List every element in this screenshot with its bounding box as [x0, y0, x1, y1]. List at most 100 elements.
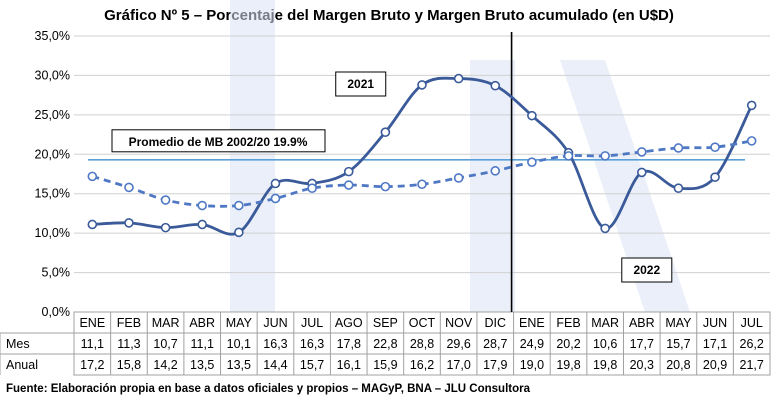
x-tick-label: SEP: [373, 316, 398, 330]
series-name-label: Anual: [6, 358, 38, 372]
data-point: [380, 181, 391, 192]
data-point: [453, 173, 464, 183]
x-tick-label: FEB: [556, 316, 580, 330]
data-point: [600, 151, 610, 161]
y-tick-label: 35,0%: [35, 29, 70, 43]
data-label: 10,7: [153, 337, 177, 351]
data-label: 19,8: [556, 358, 580, 372]
data-point: [453, 73, 464, 84]
y-tick-label: 30,0%: [35, 68, 70, 82]
data-label: 16,3: [263, 337, 287, 351]
data-label: 14,2: [153, 358, 177, 372]
y-tick-label: 0,0%: [42, 305, 71, 319]
data-point: [160, 195, 171, 205]
data-label: 15,7: [300, 358, 324, 372]
data-label: 20,8: [666, 358, 690, 372]
data-point: [636, 147, 647, 157]
source-note: Fuente: Elaboración propia en base a dat…: [6, 383, 531, 395]
data-label: 20,3: [630, 358, 654, 372]
x-tick-label: DIC: [484, 316, 506, 330]
data-label: 20,2: [556, 337, 580, 351]
x-tick-label: MAY: [665, 316, 692, 330]
x-tick-label: FEB: [117, 316, 141, 330]
data-point: [87, 171, 98, 182]
x-tick-label: ABR: [629, 316, 655, 330]
data-point: [160, 222, 171, 233]
x-tick-label: MAR: [591, 316, 619, 330]
data-label: 10,6: [593, 337, 617, 351]
data-point: [417, 179, 427, 190]
reference-label-box: [111, 129, 326, 153]
data-label: 14,4: [263, 358, 287, 372]
data-point: [343, 166, 354, 177]
x-tick-label: JUN: [703, 316, 727, 330]
x-tick-label: JUL: [301, 316, 323, 330]
data-label: 22,8: [373, 337, 397, 351]
data-point: [746, 100, 757, 111]
data-point: [490, 166, 501, 176]
watermark-shape: [560, 60, 690, 312]
year-annotation: 2022: [633, 263, 660, 277]
data-label: 17,0: [446, 358, 470, 372]
data-point: [600, 223, 610, 234]
data-point: [746, 136, 757, 146]
data-label: 16,3: [300, 337, 324, 351]
data-label: 26,2: [740, 337, 764, 351]
data-point: [270, 193, 281, 204]
x-tick-label: ENE: [519, 316, 545, 330]
data-point: [563, 151, 574, 161]
x-tick-label: AGO: [335, 316, 363, 330]
y-tick-label: 10,0%: [35, 226, 70, 240]
data-label: 11,3: [117, 337, 140, 351]
data-label: 11,1: [191, 337, 214, 351]
data-point: [197, 200, 208, 211]
data-point: [636, 167, 647, 178]
x-tick-label: NOV: [445, 316, 473, 330]
data-label: 13,5: [190, 358, 214, 372]
data-point: [710, 142, 720, 152]
data-point: [527, 110, 537, 121]
data-point: [490, 80, 501, 91]
data-point: [234, 227, 244, 238]
year-annotation-box: [335, 71, 387, 97]
x-tick-label: OCT: [409, 316, 436, 330]
data-label: 17,7: [630, 337, 654, 351]
data-label: 28,7: [483, 337, 507, 351]
data-point: [417, 80, 427, 90]
watermark-shape: [470, 60, 515, 312]
data-label: 15,8: [117, 358, 141, 372]
data-point: [343, 180, 354, 190]
data-point: [234, 200, 244, 211]
data-label: 13,5: [227, 358, 251, 372]
y-tick-label: 25,0%: [35, 108, 70, 122]
data-label: 16,1: [337, 358, 361, 372]
year-annotation-box: [621, 257, 673, 283]
x-tick-label: ABR: [189, 316, 215, 330]
data-label: 20,9: [703, 358, 727, 372]
reference-label: Promedio de MB 2002/20 19.9%: [129, 135, 308, 149]
data-label: 16,2: [410, 358, 434, 372]
x-tick-label: JUL: [741, 316, 763, 330]
data-label: 15,7: [666, 337, 690, 351]
y-tick-label: 15,0%: [35, 187, 70, 201]
data-label: 10,1: [227, 337, 251, 351]
data-label: 28,8: [410, 337, 434, 351]
data-point: [673, 143, 684, 153]
data-point: [527, 157, 537, 167]
y-tick-label: 5,0%: [42, 266, 71, 280]
data-point: [124, 218, 134, 228]
data-point: [673, 183, 684, 193]
data-label: 19,0: [520, 358, 544, 372]
data-label: 19,8: [593, 358, 617, 372]
data-point: [124, 182, 134, 193]
data-label: 24,9: [520, 337, 544, 351]
data-label: 17,8: [337, 337, 361, 351]
y-tick-label: 20,0%: [35, 147, 70, 161]
watermark-shape: [230, 0, 275, 312]
data-point: [307, 183, 317, 193]
data-point: [197, 219, 208, 230]
x-tick-label: MAY: [226, 316, 253, 330]
data-label: 17,1: [703, 337, 727, 351]
data-label: 15,9: [373, 358, 397, 372]
